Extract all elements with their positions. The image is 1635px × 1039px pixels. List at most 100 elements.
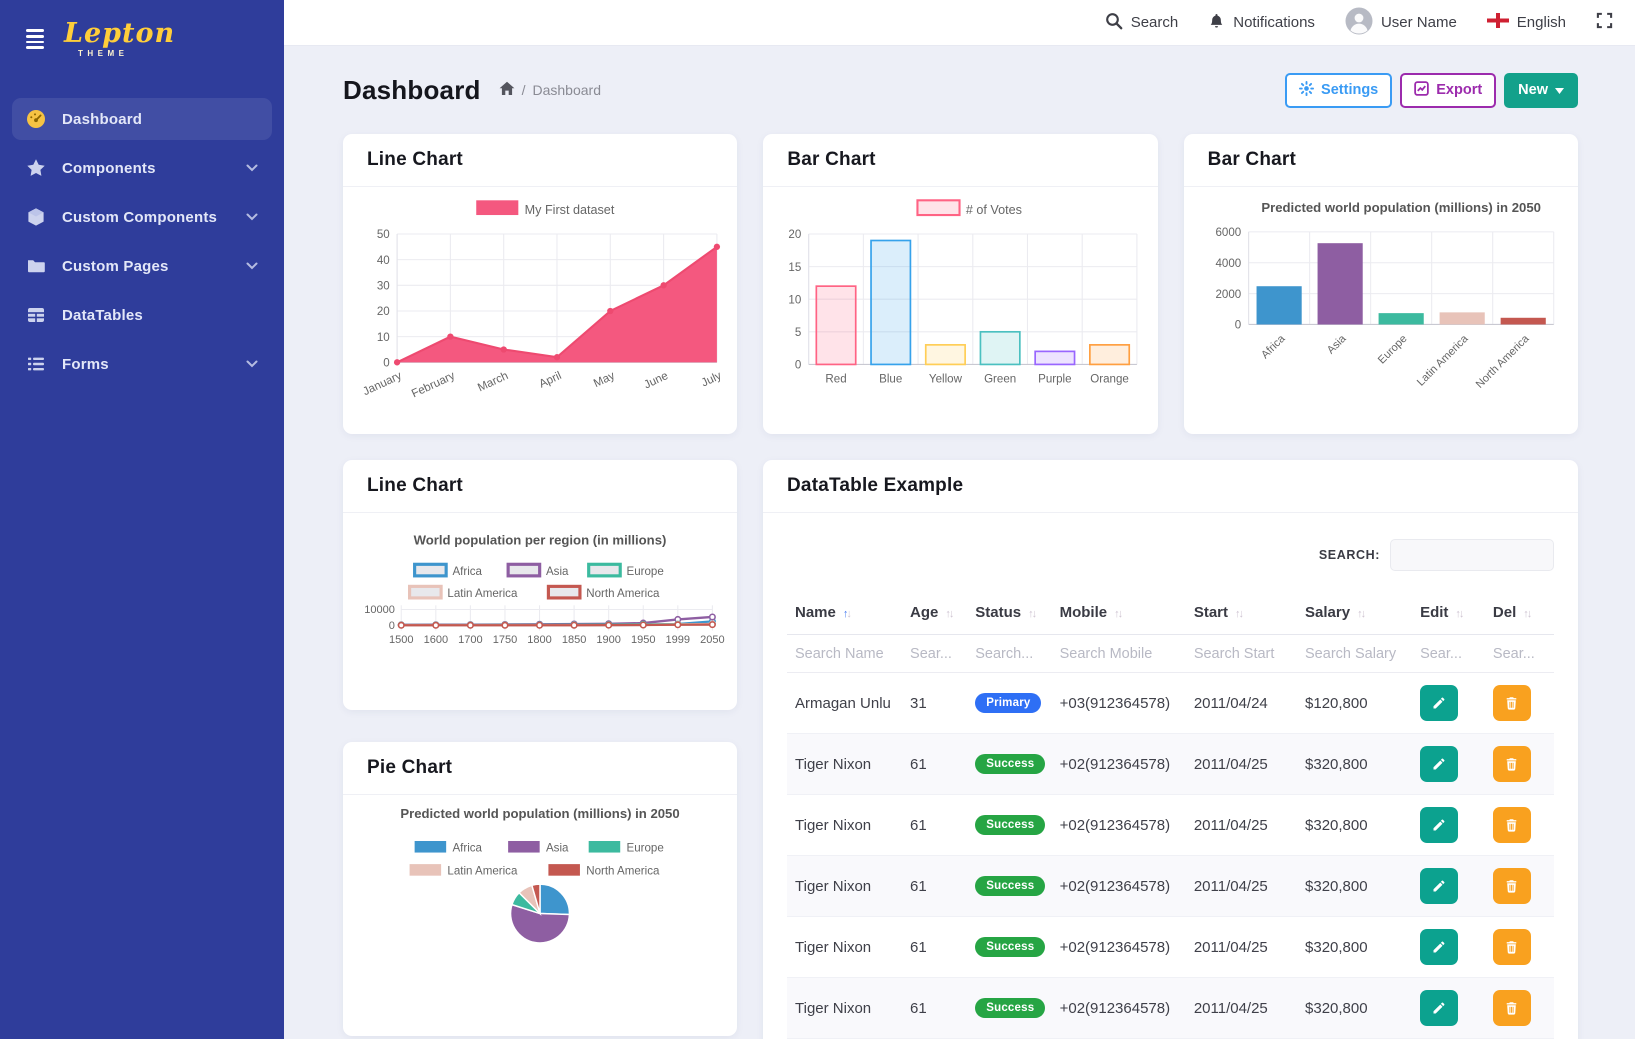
svg-text:40: 40 — [377, 255, 390, 267]
header-language[interactable]: English — [1486, 13, 1566, 32]
cell-mobile: +02(912364578) — [1051, 916, 1186, 978]
delete-button[interactable] — [1492, 990, 1531, 1026]
filter-input-status[interactable] — [975, 646, 1041, 662]
sidebar-item-dashboard[interactable]: Dashboard — [12, 98, 272, 140]
edit-button[interactable] — [1420, 685, 1459, 721]
edit-button[interactable] — [1420, 990, 1459, 1026]
cell-name: Tiger Nixon — [787, 916, 903, 978]
sidebar-item-components[interactable]: Components — [12, 147, 272, 189]
header-user-menu[interactable]: User Name — [1345, 7, 1457, 39]
chevron-down-icon — [246, 257, 258, 275]
pie-chart-canvas: Predicted world population (millions) in… — [355, 800, 725, 1027]
edit-button[interactable] — [1420, 929, 1459, 965]
chevron-down-icon — [246, 208, 258, 226]
settings-button[interactable]: Settings — [1285, 72, 1393, 108]
column-label: Salary — [1305, 604, 1351, 621]
bar-chart-card: Bar Chart # of Votes 0 5 10 15 20 Red Blue Yello… — [763, 134, 1158, 434]
svg-text:0: 0 — [1234, 320, 1240, 332]
status-badge: Success — [975, 998, 1046, 1018]
svg-text:North America: North America — [586, 588, 660, 600]
delete-button[interactable] — [1492, 929, 1531, 965]
header-notifications[interactable]: Notifications — [1208, 12, 1315, 34]
sort-icons: ↑↓ — [1114, 608, 1123, 620]
column-header-edit[interactable]: Edit ↑↓ — [1412, 591, 1485, 635]
pencil-icon — [1433, 880, 1445, 892]
column-header-age[interactable]: Age ↑↓ — [902, 591, 967, 635]
svg-text:6000: 6000 — [1215, 227, 1241, 239]
fullscreen-button[interactable] — [1596, 12, 1613, 33]
sidebar-item-custom-pages[interactable]: Custom Pages — [12, 245, 272, 287]
filter-input-start[interactable] — [1193, 646, 1285, 662]
search-icon — [1105, 12, 1123, 34]
bar1-svg: # of Votes 0 5 10 15 20 Red Blue Yellow Green Purp… — [789, 199, 1138, 385]
sort-icons: ↑↓ — [945, 608, 954, 620]
card-title: Line Chart — [367, 475, 463, 496]
cell-name: Tiger Nixon — [787, 977, 903, 1039]
card-title: Bar Chart — [1207, 149, 1297, 170]
svg-text:Africa: Africa — [1259, 332, 1288, 361]
sort-icons: ↑↓ — [1357, 608, 1366, 620]
cell-status: Success — [967, 916, 1052, 978]
datatable-card: DataTable Example SEARCH: — [763, 460, 1578, 1039]
filter-input-edit[interactable] — [1420, 646, 1475, 662]
table-search-label: SEARCH: — [1318, 548, 1380, 562]
table-search-input[interactable] — [1390, 539, 1554, 571]
svg-text:10: 10 — [377, 332, 390, 344]
filter-input-name[interactable] — [795, 646, 890, 662]
home-icon[interactable] — [499, 81, 515, 99]
sidebar-item-custom-components[interactable]: Custom Components — [12, 196, 272, 238]
svg-text:March: March — [476, 370, 510, 394]
export-button-label: Export — [1436, 82, 1483, 98]
sidebar-item-datatables[interactable]: DataTables — [12, 294, 272, 336]
table-icon — [26, 305, 46, 325]
cell-edit — [1412, 855, 1485, 917]
new-button[interactable]: New — [1504, 72, 1578, 108]
sidebar-item-forms[interactable]: Forms — [12, 343, 272, 385]
hamburger-menu-icon[interactable] — [26, 29, 44, 49]
cell-del — [1484, 672, 1554, 734]
table-filter-row — [787, 634, 1554, 673]
svg-text:Purple: Purple — [1038, 373, 1071, 385]
cell-status: Success — [967, 855, 1052, 917]
status-badge: Success — [975, 937, 1046, 957]
svg-text:Asia: Asia — [1325, 332, 1349, 356]
filter-input-del[interactable] — [1492, 646, 1544, 662]
export-button[interactable]: Export — [1400, 72, 1497, 108]
edit-button[interactable] — [1420, 746, 1459, 782]
filter-input-salary[interactable] — [1305, 646, 1400, 662]
svg-text:0: 0 — [795, 360, 801, 372]
delete-button[interactable] — [1492, 746, 1531, 782]
column-header-name[interactable]: Name ↑↓ — [787, 591, 902, 635]
breadcrumb-current: Dashboard — [532, 82, 602, 98]
delete-button[interactable] — [1492, 685, 1531, 721]
column-header-del[interactable]: Del ↑↓ — [1485, 591, 1554, 635]
column-header-status[interactable]: Status ↑↓ — [967, 591, 1051, 635]
card-title: DataTable Example — [787, 475, 964, 496]
header-search[interactable]: Search — [1105, 12, 1178, 34]
brand-logo[interactable]: Lepton THEME — [64, 20, 175, 58]
edit-button[interactable] — [1420, 807, 1459, 843]
column-header-start[interactable]: Start ↑↓ — [1186, 591, 1297, 635]
svg-text:0: 0 — [389, 620, 395, 632]
filter-input-age[interactable] — [910, 646, 957, 662]
filter-input-mobile[interactable] — [1059, 646, 1172, 662]
status-badge: Primary — [975, 693, 1042, 713]
column-header-mobile[interactable]: Mobile ↑↓ — [1052, 591, 1186, 635]
column-label: Name — [795, 604, 836, 621]
card-title: Line Chart — [367, 149, 463, 170]
svg-text:4000: 4000 — [1215, 258, 1241, 270]
column-label: Start — [1193, 604, 1228, 621]
svg-text:Europe: Europe — [1376, 333, 1410, 367]
svg-text:20: 20 — [377, 306, 390, 318]
svg-text:1999: 1999 — [666, 634, 691, 646]
cell-edit — [1412, 977, 1485, 1039]
svg-text:April: April — [537, 370, 563, 391]
edit-button[interactable] — [1420, 868, 1459, 904]
delete-button[interactable] — [1492, 807, 1531, 843]
delete-button[interactable] — [1492, 868, 1531, 904]
cell-age: 61 — [902, 916, 968, 978]
sidebar-item-label: Forms — [62, 355, 109, 373]
column-header-salary[interactable]: Salary ↑↓ — [1297, 591, 1412, 635]
lower-row: Line Chart World population per region (… — [343, 460, 1578, 1039]
fullscreen-icon — [1596, 12, 1613, 33]
